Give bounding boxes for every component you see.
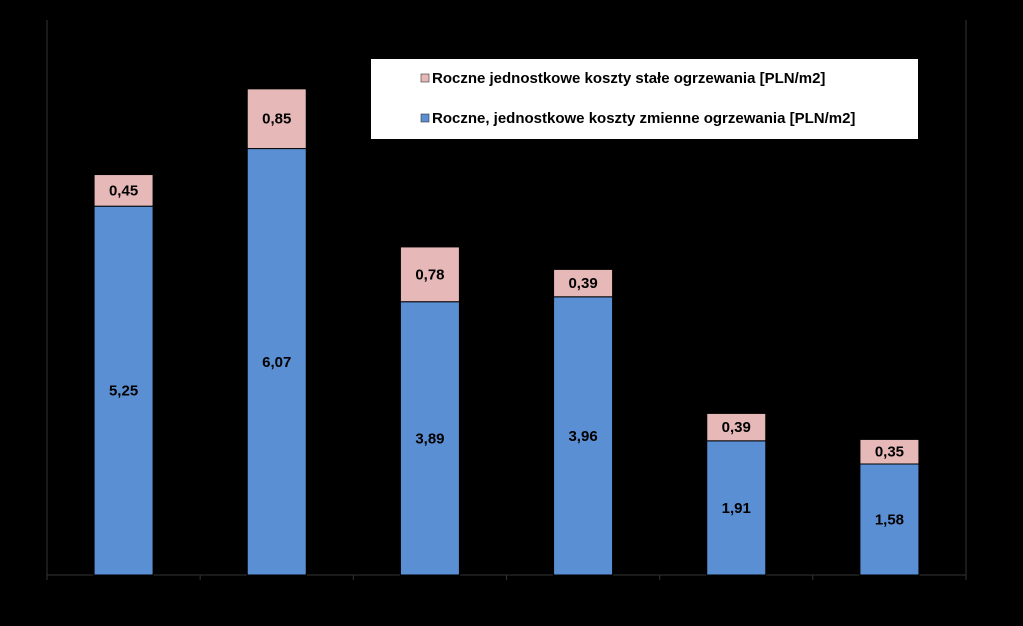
- legend-label: Roczne, jednostkowe koszty zmienne ogrze…: [432, 110, 855, 127]
- legend-swatch: [420, 73, 430, 83]
- data-label: 0,45: [109, 182, 138, 199]
- bar-fixed-cost: [859, 438, 920, 465]
- data-label: 0,39: [722, 419, 751, 436]
- bar-fixed-cost: [93, 174, 154, 207]
- data-label: 0,35: [875, 444, 904, 461]
- data-label: 0,85: [262, 111, 291, 128]
- bar-fixed-cost: [553, 268, 614, 298]
- legend-swatch: [420, 113, 430, 123]
- data-label: 0,39: [568, 275, 597, 292]
- data-label: 6,07: [262, 354, 291, 371]
- data-label: 1,58: [875, 512, 904, 529]
- bar-fixed-cost: [399, 246, 460, 303]
- plot-area: 5,25 0,45 6,07 0,85 3,89 0,78 3,96 0,39 1,91 0,39…: [46, 20, 967, 580]
- legend: Roczne jednostkowe koszty stałe ogrzewan…: [371, 59, 918, 139]
- bar-variable-cost: [553, 296, 614, 576]
- data-label: 3,89: [415, 430, 444, 447]
- data-label: 1,91: [722, 500, 751, 517]
- bar-variable-cost: [706, 440, 767, 576]
- bar-fixed-cost: [706, 412, 767, 442]
- bar-variable-cost: [246, 148, 307, 576]
- legend-box: [371, 59, 918, 139]
- legend-label: Roczne jednostkowe koszty stałe ogrzewan…: [432, 70, 825, 87]
- data-label: 3,96: [568, 428, 597, 445]
- bar-fixed-cost: [246, 88, 307, 150]
- data-label: 5,25: [109, 383, 138, 400]
- bar-variable-cost: [859, 463, 920, 576]
- data-label: 0,78: [415, 266, 444, 283]
